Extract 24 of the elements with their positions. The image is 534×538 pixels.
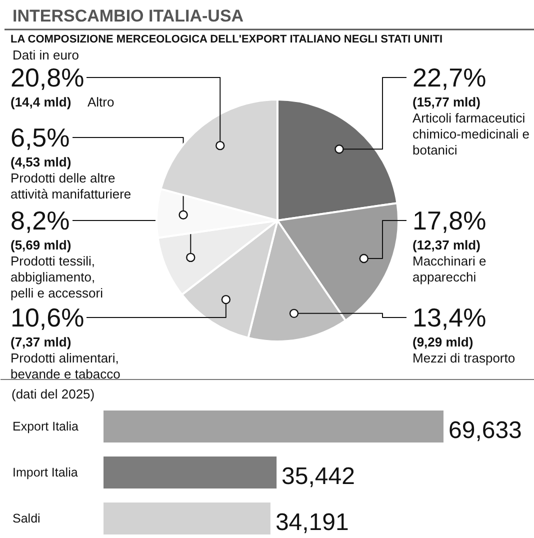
data-label: 6,5% (4,53 mld): [10, 122, 72, 170]
data-label: 69,633: [448, 417, 522, 444]
slice-label: Prodotti tessili, abbigliamento, pelli e accessori: [10, 254, 104, 300]
y-tick-label: Saldi: [12, 512, 40, 526]
data-label: 17,8% (12,37 mld): [412, 206, 486, 252]
slice-label: Prodotti delle altre attività manifatturiere: [10, 170, 132, 202]
data-label: 35,442: [282, 463, 355, 490]
slice-label: Articoli farmaceutici chimico-medicinali e botanici: [412, 110, 530, 158]
chart-subtitle: (dati del 2025): [12, 386, 95, 402]
data-label: 10,6% (7,37 mld): [10, 302, 84, 350]
chart-subtitle: LA COMPOSIZIONE MERCEOLOGICA DELL'EXPORT ITALIANO NEGLI STATI UNITI: [10, 34, 443, 46]
y-tick-label: Import Italia: [12, 466, 78, 480]
data-label: 20,8% (14,4 mld): [10, 62, 84, 110]
slice-label: Macchinari e apparecchi: [412, 254, 486, 284]
data-label: 22,7% (15,77 mld): [412, 62, 486, 110]
data-label: 13,4% (9,29 mld): [412, 302, 486, 350]
slice-label: Prodotti alimentari, bevande e tabacco: [10, 350, 120, 382]
text: Dati in euro: [12, 48, 79, 62]
data-label: 8,2% (5,69 mld): [10, 206, 72, 252]
slice-label: Mezzi di trasporto: [412, 350, 516, 366]
slice-label: Altro: [88, 94, 114, 110]
data-label: 34,191: [275, 509, 349, 536]
chart-title: INTERSCAMBIO ITALIA-USA: [12, 6, 244, 26]
y-tick-label: Export Italia: [12, 420, 79, 434]
